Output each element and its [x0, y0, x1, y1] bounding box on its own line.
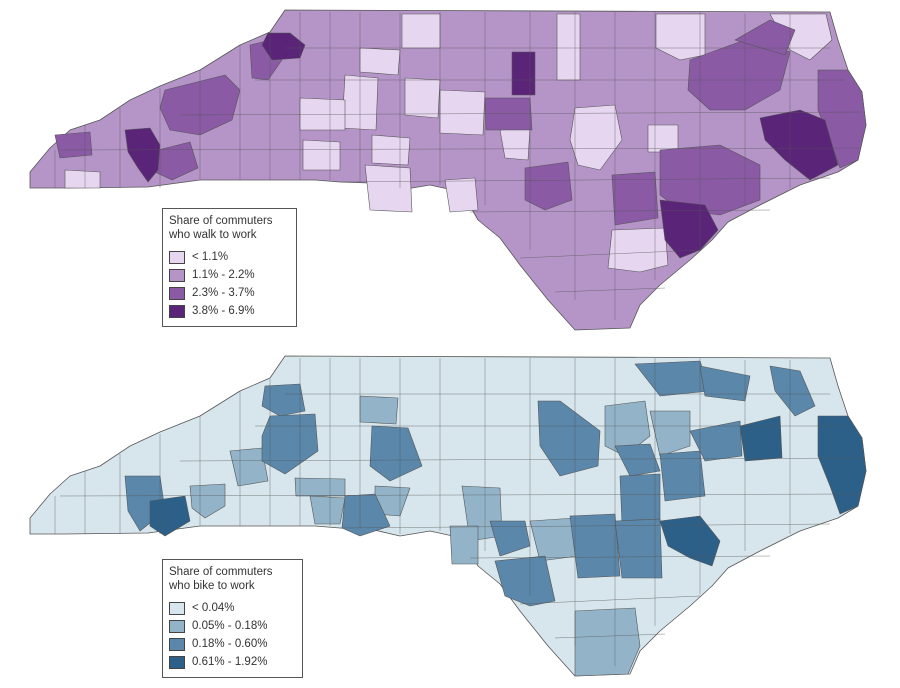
legend-swatch — [169, 286, 185, 300]
legend-label: 0.61% - 1.92% — [192, 656, 268, 668]
walk-legend-item: 1.1% - 2.2% — [169, 266, 287, 284]
county-borders — [54, 358, 863, 666]
walk-legend-title: Share of commuters who walk to work — [169, 214, 287, 242]
legend-label: 0.05% - 0.18% — [192, 620, 268, 632]
bike-legend-item: 0.05% - 0.18% — [169, 617, 293, 635]
legend-label: 0.18% - 0.60% — [192, 638, 268, 650]
legend-label: 3.8% - 6.9% — [192, 305, 255, 317]
legend-swatch — [169, 655, 185, 669]
walk-legend-item: < 1.1% — [169, 248, 287, 266]
bike-legend-title: Share of commuters who bike to work — [169, 565, 293, 593]
legend-label: 1.1% - 2.2% — [192, 269, 255, 281]
walk-legend-title-line2: who walk to work — [169, 229, 257, 241]
bike-legend: Share of commuters who bike to work < 0.… — [162, 559, 303, 678]
walk-legend-item: 2.3% - 3.7% — [169, 284, 287, 302]
legend-swatch — [169, 637, 185, 651]
walk-legend-item: 3.8% - 6.9% — [169, 302, 287, 320]
bike-to-work-map — [29, 355, 867, 677]
legend-label: < 0.04% — [192, 602, 235, 614]
walk-legend-title-line1: Share of commuters — [169, 215, 273, 227]
walk-to-work-map — [29, 9, 867, 331]
legend-swatch — [169, 250, 185, 264]
legend-swatch — [169, 601, 185, 615]
legend-swatch — [169, 304, 185, 318]
walk-legend: Share of commuters who walk to work < 1.… — [162, 208, 297, 327]
bike-legend-item: 0.61% - 1.92% — [169, 653, 293, 671]
legend-swatch — [169, 619, 185, 633]
bike-legend-title-line1: Share of commuters — [169, 566, 273, 578]
legend-label: 2.3% - 3.7% — [192, 287, 255, 299]
legend-swatch — [169, 268, 185, 282]
bike-legend-item: 0.18% - 0.60% — [169, 635, 293, 653]
bike-legend-title-line2: who bike to work — [169, 580, 255, 592]
bike-legend-item: < 0.04% — [169, 599, 293, 617]
county-borders — [54, 12, 863, 320]
legend-label: < 1.1% — [192, 251, 229, 263]
